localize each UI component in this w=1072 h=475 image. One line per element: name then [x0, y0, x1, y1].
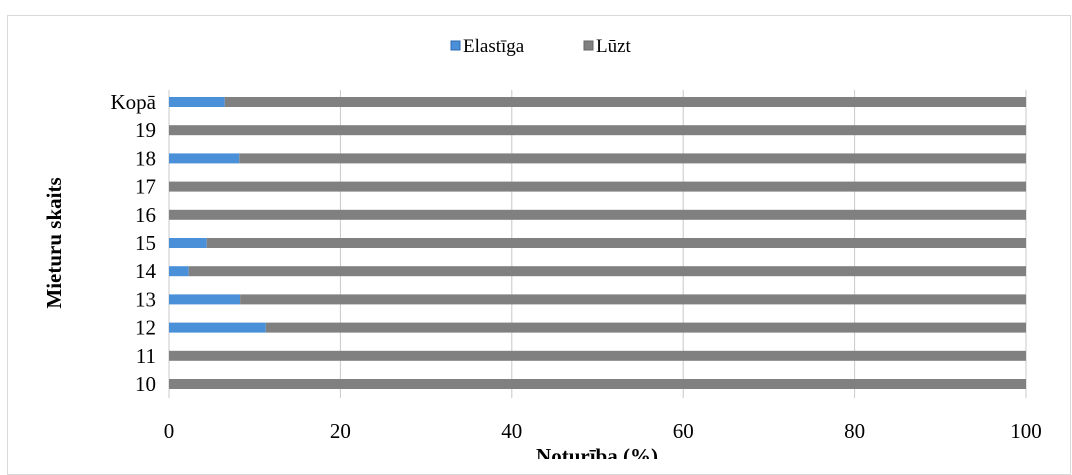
x-tick-labels: 0 20 40 60 80 100 — [164, 419, 1042, 443]
x-tick-label: 80 — [844, 419, 865, 443]
bar-luzt-16 — [169, 209, 1026, 220]
legend: Elastīga Lūzt — [450, 36, 632, 57]
bar-luzt-12 — [265, 322, 1026, 333]
y-tick-label: 16 — [135, 203, 156, 227]
x-axis-title: Noturība (%) — [536, 444, 658, 459]
bar-luzt-Kopā — [224, 97, 1026, 107]
bar-elastiga-14 — [169, 266, 189, 277]
bar-luzt-15 — [206, 238, 1026, 248]
bar-luzt-10 — [169, 379, 1026, 389]
chart: 10 11 12 13 14 15 16 17 18 19 Kopā 0 20 40 60 80 100 El… — [42, 36, 1042, 459]
legend-swatch-elastiga — [450, 40, 461, 51]
y-tick-label: 12 — [135, 316, 156, 340]
y-tick-label: 11 — [136, 344, 156, 368]
y-tick-label: 14 — [135, 259, 157, 283]
x-tick-label: 100 — [1010, 419, 1042, 443]
bar-elastiga-15 — [169, 238, 207, 248]
y-tick-label: 10 — [135, 372, 156, 396]
y-tick-label: 18 — [135, 146, 156, 170]
y-axis-title: Mieturu skaits — [42, 177, 66, 308]
x-tick-label: 20 — [330, 419, 351, 443]
bars — [169, 97, 1027, 389]
y-tick-label: 17 — [135, 175, 156, 199]
legend-label-elastiga: Elastīga — [463, 36, 525, 57]
legend-label-luzt: Lūzt — [596, 36, 632, 57]
y-tick-labels: 10 11 12 13 14 15 16 17 18 19 Kopā — [111, 90, 157, 396]
bar-luzt-19 — [169, 125, 1026, 136]
y-tick-label: 19 — [135, 118, 156, 142]
y-tick-label: 13 — [135, 287, 156, 311]
y-tick-label: 15 — [135, 231, 156, 255]
bar-luzt-17 — [169, 181, 1026, 192]
bar-elastiga-Kopā — [169, 97, 225, 107]
x-tick-label: 60 — [673, 419, 694, 443]
bar-luzt-18 — [239, 153, 1027, 164]
bar-elastiga-12 — [169, 322, 266, 333]
bar-elastiga-18 — [169, 153, 240, 164]
bar-luzt-14 — [188, 266, 1026, 277]
bar-elastiga-13 — [169, 294, 241, 305]
x-tick-label: 40 — [501, 419, 522, 443]
x-tick-label: 0 — [164, 419, 175, 443]
legend-swatch-luzt — [583, 40, 594, 51]
bar-luzt-13 — [240, 294, 1027, 305]
bar-luzt-11 — [169, 350, 1026, 361]
y-tick-label: Kopā — [111, 90, 157, 114]
